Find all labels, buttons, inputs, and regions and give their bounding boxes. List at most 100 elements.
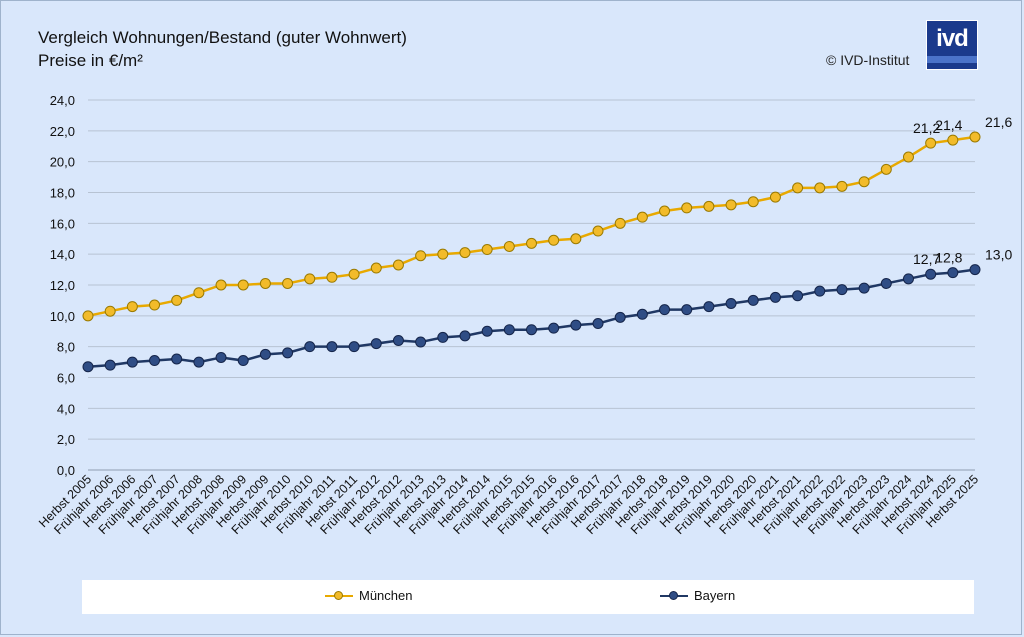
ivd-logo: ivd bbox=[926, 20, 978, 70]
data-point-bayern bbox=[880, 277, 892, 289]
data-point-bayern bbox=[481, 325, 493, 337]
chart-subtitle: Preise in €/m² bbox=[38, 51, 143, 70]
data-label-muenchen: 21,2 bbox=[913, 120, 940, 136]
data-point-muenchen bbox=[947, 134, 959, 146]
data-point-bayern bbox=[636, 308, 648, 320]
y-tick-label: 20,0 bbox=[50, 155, 75, 170]
data-point-bayern bbox=[792, 290, 804, 302]
y-tick-label: 16,0 bbox=[50, 216, 75, 231]
data-point-bayern bbox=[415, 336, 427, 348]
data-point-muenchen bbox=[681, 202, 693, 214]
data-point-muenchen bbox=[481, 244, 493, 256]
y-tick-label: 8,0 bbox=[57, 340, 75, 355]
data-point-muenchen bbox=[237, 279, 249, 291]
data-point-muenchen bbox=[259, 277, 271, 289]
y-tick-label: 22,0 bbox=[50, 124, 75, 139]
data-point-muenchen bbox=[392, 259, 404, 271]
data-point-muenchen bbox=[415, 250, 427, 262]
y-tick-label: 4,0 bbox=[57, 401, 75, 416]
y-tick-label: 24,0 bbox=[50, 93, 75, 108]
data-point-bayern bbox=[193, 356, 205, 368]
data-point-bayern bbox=[126, 356, 138, 368]
data-point-muenchen bbox=[703, 200, 715, 212]
title-block: Vergleich Wohnungen/Bestand (guter Wohnw… bbox=[38, 26, 407, 72]
data-point-muenchen bbox=[215, 279, 227, 291]
data-label-bayern: 12,7 bbox=[913, 251, 940, 267]
data-point-bayern bbox=[326, 341, 338, 353]
data-point-bayern bbox=[237, 355, 249, 367]
data-point-muenchen bbox=[104, 305, 116, 317]
data-point-bayern bbox=[171, 353, 183, 365]
data-point-bayern bbox=[392, 335, 404, 346]
data-point-bayern bbox=[747, 294, 759, 306]
y-axis-ticks: 0,0 2,0 4,0 6,0 8,0 10,0 12,0 14,0 16,0 18,0 20,0 2… bbox=[50, 93, 75, 478]
data-labels: 21,221,4 21,6 12,712,8 13,0 bbox=[913, 114, 1012, 267]
legend-item-muenchen: München bbox=[325, 588, 412, 603]
data-point-bayern bbox=[149, 355, 161, 367]
legend-swatch-bayern bbox=[660, 589, 688, 603]
data-point-bayern bbox=[82, 361, 94, 373]
data-point-bayern bbox=[836, 284, 848, 296]
data-point-bayern bbox=[725, 298, 737, 309]
y-tick-label: 2,0 bbox=[57, 432, 75, 447]
data-point-bayern bbox=[215, 351, 227, 363]
y-tick-label: 18,0 bbox=[50, 186, 75, 201]
data-point-bayern bbox=[703, 301, 715, 313]
series-layer bbox=[82, 131, 981, 373]
data-point-bayern bbox=[592, 318, 604, 330]
data-point-muenchen bbox=[769, 191, 781, 203]
y-tick-label: 6,0 bbox=[57, 371, 75, 386]
data-point-muenchen bbox=[282, 277, 294, 289]
data-point-muenchen bbox=[548, 234, 560, 246]
data-point-bayern bbox=[570, 319, 582, 331]
data-point-bayern bbox=[925, 268, 937, 280]
data-point-bayern bbox=[348, 341, 360, 353]
legend-label-bayern: Bayern bbox=[694, 588, 736, 603]
data-point-muenchen bbox=[193, 287, 205, 299]
data-point-bayern bbox=[858, 282, 870, 294]
legend: München Bayern bbox=[82, 580, 974, 614]
data-point-bayern bbox=[947, 267, 959, 279]
data-point-muenchen bbox=[526, 237, 537, 249]
data-point-muenchen bbox=[171, 294, 183, 306]
data-point-muenchen bbox=[304, 273, 316, 285]
data-point-muenchen bbox=[570, 233, 582, 245]
data-point-bayern bbox=[614, 311, 626, 323]
data-point-bayern bbox=[681, 304, 693, 316]
data-point-muenchen bbox=[836, 180, 848, 192]
data-point-muenchen bbox=[459, 247, 471, 259]
data-point-muenchen bbox=[82, 310, 94, 322]
data-point-muenchen bbox=[880, 163, 892, 175]
y-tick-label: 10,0 bbox=[50, 309, 75, 324]
data-point-bayern bbox=[659, 304, 671, 316]
data-point-bayern bbox=[282, 347, 294, 359]
data-point-muenchen bbox=[326, 271, 338, 283]
legend-label-muenchen: München bbox=[359, 588, 413, 603]
data-point-muenchen bbox=[925, 137, 937, 149]
data-point-muenchen bbox=[592, 225, 604, 237]
data-point-muenchen bbox=[747, 196, 759, 208]
data-point-muenchen bbox=[814, 182, 826, 194]
data-point-bayern bbox=[526, 324, 537, 336]
data-point-muenchen bbox=[659, 205, 671, 217]
data-point-muenchen bbox=[126, 301, 138, 313]
data-label-bayern: 13,0 bbox=[985, 247, 1012, 263]
data-point-bayern bbox=[370, 338, 382, 350]
y-tick-label: 0,0 bbox=[57, 463, 75, 478]
logo-bar bbox=[927, 56, 977, 63]
data-point-muenchen bbox=[902, 151, 914, 163]
data-point-bayern bbox=[969, 264, 981, 276]
data-point-bayern bbox=[304, 341, 316, 353]
data-point-muenchen bbox=[149, 299, 161, 311]
data-point-muenchen bbox=[503, 240, 515, 252]
data-point-muenchen bbox=[370, 262, 382, 274]
logo-text: ivd bbox=[936, 25, 969, 52]
data-point-muenchen bbox=[614, 217, 626, 229]
data-point-bayern bbox=[459, 330, 471, 342]
data-point-muenchen bbox=[725, 199, 737, 211]
data-point-bayern bbox=[902, 273, 914, 285]
y-tick-label: 12,0 bbox=[50, 278, 75, 293]
data-point-muenchen bbox=[969, 131, 981, 143]
